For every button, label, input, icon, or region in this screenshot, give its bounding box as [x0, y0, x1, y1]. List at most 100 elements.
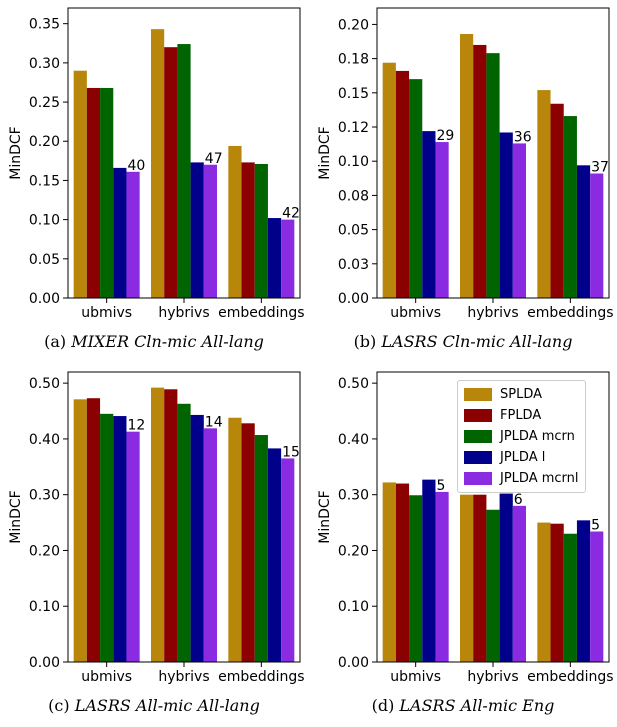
y-tick-label: 0.10	[29, 213, 60, 229]
bar	[460, 33, 474, 298]
legend-item: JPLDA l	[464, 447, 579, 468]
legend-swatch	[464, 388, 492, 401]
y-axis-label: MinDCF	[8, 490, 24, 543]
y-tick-label: 0.35	[29, 17, 60, 33]
bar	[190, 162, 204, 298]
y-tick-label: 0.15	[29, 173, 60, 189]
bar	[100, 87, 114, 298]
bar	[486, 509, 500, 662]
bar	[473, 494, 487, 662]
plot-frame	[67, 7, 301, 299]
bar	[512, 143, 526, 298]
data-label: 5	[591, 518, 600, 534]
legend-item: FPLDA	[464, 405, 579, 426]
legend-label: JPLDA mcrn	[500, 429, 575, 444]
x-tick-label: hybrivs	[158, 669, 209, 685]
y-tick-label: 0.08	[338, 188, 369, 204]
legend-label: SPLDA	[500, 387, 543, 402]
data-label: 5	[436, 478, 445, 494]
x-tick-label: ubmivs	[390, 669, 441, 685]
y-tick-label: 0.10	[338, 599, 369, 615]
bar	[422, 131, 436, 298]
chart-caption-b: (b) LASRS Cln-mic All-lang	[309, 332, 617, 351]
bar	[281, 219, 295, 298]
y-tick-label: 0.12	[338, 120, 369, 136]
y-tick-label: 0.10	[338, 154, 369, 170]
legend-item: SPLDA	[464, 384, 579, 405]
chart-caption-d: (d) LASRS All-mic Eng	[309, 696, 617, 715]
caption-id: (c)	[48, 696, 70, 715]
bar	[254, 163, 268, 298]
data-label: 6	[514, 492, 523, 508]
legend-swatch	[464, 451, 492, 464]
bar	[203, 164, 217, 298]
data-label: 47	[205, 151, 223, 167]
y-axis-label: MinDCF	[317, 490, 333, 543]
y-tick-label: 0.10	[29, 599, 60, 615]
bar	[164, 47, 178, 298]
x-tick-label: hybrivs	[158, 305, 209, 321]
legend-label: FPLDA	[500, 408, 542, 423]
chart-panel-d: 0.00 0.10 0.20 0.30 0.40 0.50 MinDCF 5 ubmivs 6 hy…	[309, 364, 617, 727]
x-tick-label: hybrivs	[467, 669, 518, 685]
y-tick-label: 0.30	[29, 488, 60, 504]
bar	[241, 423, 255, 662]
chart-panel-a: 0.00 0.05 0.10 0.15 0.20 0.25 0.30 0.35 MinDCF 40…	[0, 0, 308, 363]
bar	[228, 417, 242, 662]
data-label: 37	[591, 160, 609, 176]
bar	[590, 173, 604, 298]
bar	[499, 132, 513, 298]
y-tick-label: 0.03	[338, 257, 369, 273]
bar	[267, 218, 282, 298]
y-tick-label: 0.40	[29, 432, 60, 448]
chart-panel-b: 0.00 0.03 0.05 0.08 0.10 0.12 0.15 0.18 0.20 MinD…	[309, 0, 617, 363]
chart-c: 0.00 0.10 0.20 0.30 0.40 0.50 MinDCF 12 ubmivs 14…	[8, 371, 305, 685]
bar	[563, 116, 577, 298]
bar	[576, 165, 591, 298]
legend-swatch	[464, 430, 492, 443]
bar	[576, 520, 591, 662]
bar	[151, 29, 165, 298]
bar	[512, 505, 526, 662]
x-tick-label: embeddings	[527, 305, 613, 321]
bar	[254, 435, 268, 662]
y-tick-label: 0.40	[338, 432, 369, 448]
y-tick-label: 0.00	[29, 655, 60, 671]
bar	[177, 403, 191, 662]
y-tick-label: 0.25	[29, 95, 60, 111]
bar	[435, 491, 449, 662]
x-tick-label: ubmivs	[81, 305, 132, 321]
x-tick-label: ubmivs	[81, 669, 132, 685]
bar	[537, 90, 551, 298]
chart-d: 0.00 0.10 0.20 0.30 0.40 0.50 MinDCF 5 ubmivs 6 hy…	[317, 371, 614, 685]
bar	[550, 523, 564, 662]
data-label: 40	[127, 158, 145, 174]
bar	[86, 87, 101, 298]
bar	[73, 399, 87, 662]
bar	[395, 483, 410, 662]
bar	[422, 479, 436, 662]
bar	[382, 62, 396, 298]
x-tick-label: ubmivs	[390, 305, 441, 321]
y-tick-label: 0.50	[338, 376, 369, 392]
bar	[228, 145, 242, 298]
caption-title: LASRS All-mic Eng	[399, 696, 555, 715]
data-label: 12	[127, 418, 145, 434]
bar	[73, 70, 87, 299]
bar	[241, 162, 255, 298]
data-label: 36	[514, 129, 532, 145]
x-tick-label: embeddings	[527, 669, 613, 685]
bar	[409, 495, 423, 662]
x-tick-label: embeddings	[218, 305, 304, 321]
y-tick-label: 0.00	[338, 291, 369, 307]
bar	[486, 53, 500, 298]
data-label: 14	[205, 414, 223, 430]
y-tick-label: 0.30	[338, 488, 369, 504]
bar	[499, 493, 513, 662]
plot-frame	[376, 371, 610, 663]
y-tick-label: 0.50	[29, 376, 60, 392]
legend-label: JPLDA l	[500, 450, 546, 465]
legend-item: JPLDA mcrn	[464, 426, 579, 447]
bar	[550, 103, 564, 298]
y-axis-label: MinDCF	[8, 126, 24, 179]
